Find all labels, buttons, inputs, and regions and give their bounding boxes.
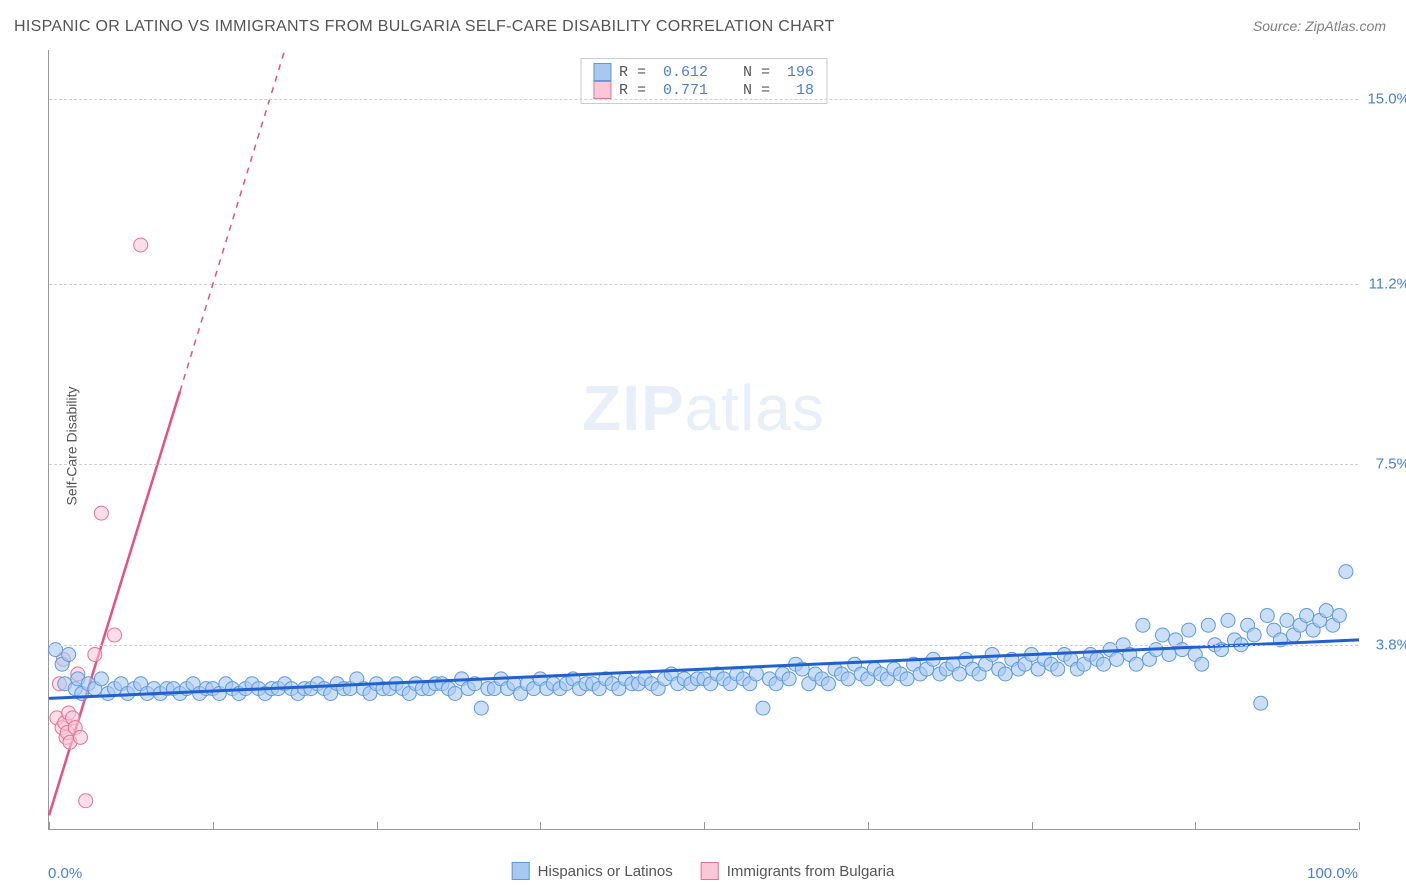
legend-swatch — [701, 862, 719, 880]
x-tick — [1359, 822, 1360, 830]
source-label: Source: ZipAtlas.com — [1253, 18, 1386, 34]
legend-swatch — [593, 63, 611, 81]
x-axis-label-min: 0.0% — [48, 865, 82, 882]
y-tick-label: 7.5% — [1376, 456, 1406, 473]
x-tick — [213, 822, 214, 830]
legend-series: Hispanics or Latinos Immigrants from Bulg… — [512, 862, 895, 880]
x-tick — [540, 822, 541, 830]
x-tick — [1032, 822, 1033, 830]
x-tick — [377, 822, 378, 830]
x-tick — [49, 822, 50, 830]
y-tick-label: 11.2% — [1369, 276, 1406, 293]
legend-series-item: Hispanics or Latinos — [512, 862, 673, 880]
x-tick — [1195, 822, 1196, 830]
legend-stat-row: R = 0.612 N = 196 — [593, 63, 814, 81]
y-tick-label: 15.0% — [1367, 90, 1406, 107]
chart-svg — [49, 50, 1358, 829]
legend-swatch — [593, 81, 611, 99]
legend-stat-row: R = 0.771 N = 18 — [593, 81, 814, 99]
x-tick — [704, 822, 705, 830]
chart-title: HISPANIC OR LATINO VS IMMIGRANTS FROM BU… — [14, 18, 835, 36]
legend-stats: R = 0.612 N = 196R = 0.771 N = 18 — [580, 58, 827, 104]
gridline — [49, 464, 1358, 465]
gridline — [49, 284, 1358, 285]
legend-series-item: Immigrants from Bulgaria — [701, 862, 895, 880]
gridline — [49, 99, 1358, 100]
x-axis-label-max: 100.0% — [1307, 865, 1358, 882]
x-tick — [868, 822, 869, 830]
legend-swatch — [512, 862, 530, 880]
gridline — [49, 645, 1358, 646]
y-tick-label: 3.8% — [1376, 636, 1406, 653]
plot-area: ZIPatlas R = 0.612 N = 196R = 0.771 N = … — [48, 50, 1358, 830]
